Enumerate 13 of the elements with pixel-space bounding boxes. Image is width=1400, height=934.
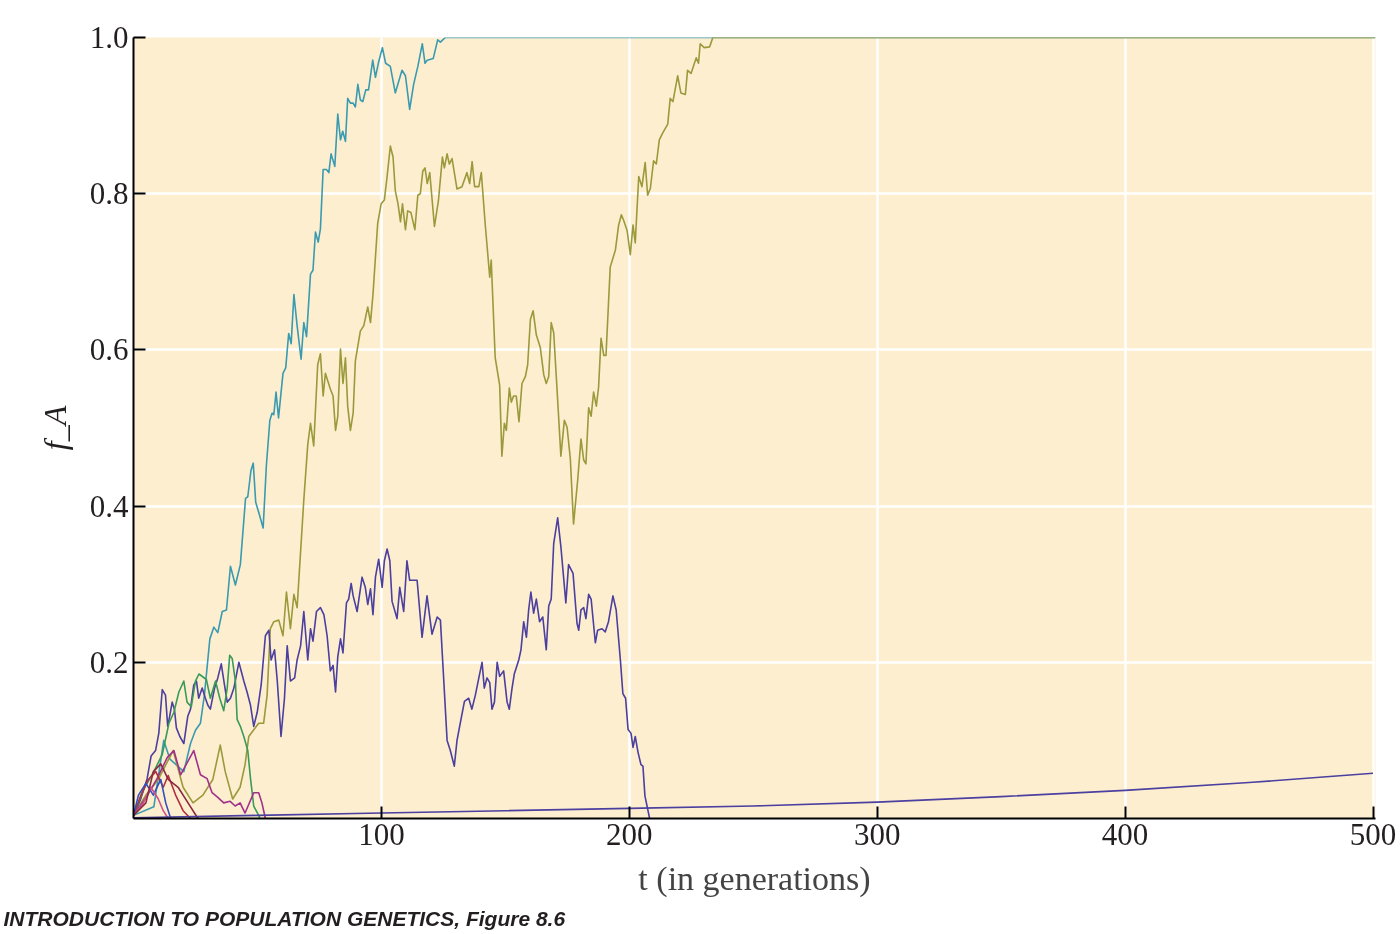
y-tick-label: 1.0: [89, 20, 129, 55]
y-tick-label: 0.8: [89, 176, 129, 212]
y-tick-label: 0.6: [89, 332, 129, 368]
x-tick-label: 500: [1349, 816, 1397, 852]
x-tick-label: 200: [606, 816, 653, 852]
y-axis-title: f_A: [36, 405, 73, 451]
x-tick-label: 300: [853, 816, 901, 852]
x-tick-label: 400: [1101, 816, 1149, 852]
y-tick-label: 0.4: [89, 488, 129, 524]
x-tick-label: 100: [358, 816, 405, 852]
x-axis-title: t (in generations): [638, 859, 871, 898]
text: INTRODUCTION TO POPULATION GENETICS, Figure 8.6: [3, 906, 566, 930]
y-tick-label: 0.2: [89, 644, 129, 680]
